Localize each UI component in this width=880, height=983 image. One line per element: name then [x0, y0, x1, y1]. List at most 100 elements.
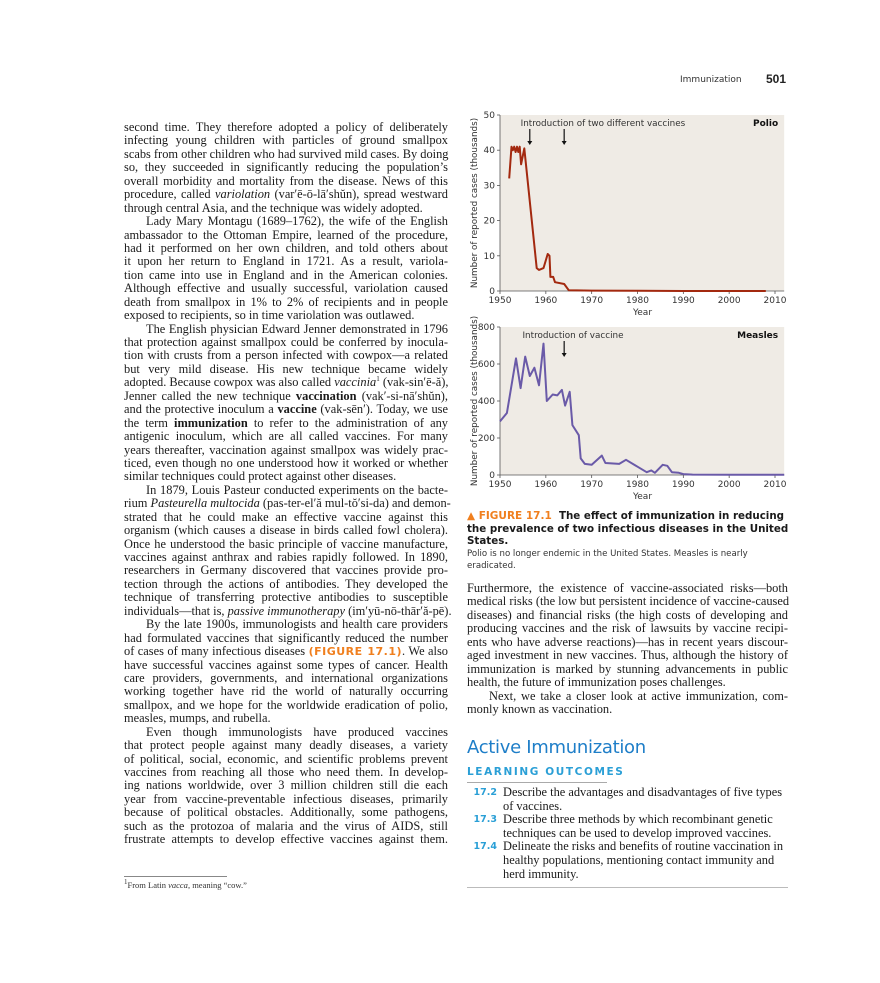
text-segment: immunization [174, 415, 248, 430]
x-tick-label: 1970 [580, 296, 603, 306]
text-line: monly known as vaccination. [467, 701, 613, 716]
text-line: death from smallpox in 1% to 2% of recip… [124, 294, 448, 309]
y-tick-label: 50 [484, 111, 496, 121]
text-line: By the late 1900s, immunologists and hea… [146, 617, 448, 632]
text-line: through central Asia, and the technique … [124, 200, 423, 215]
text-line: rium Pasteurella multocida (pas-ter-el′ă… [124, 496, 451, 511]
text-line: have successful vaccines against some ty… [124, 657, 448, 672]
text-line: frustrate attempts to develop effective … [124, 832, 448, 847]
arrowhead-icon [561, 353, 567, 357]
arrowhead-icon [527, 141, 533, 145]
text-line: because of political obstacles. Addition… [124, 805, 448, 820]
figure-caption: ▲ FIGURE 17.1 The effect of immunization… [467, 510, 792, 572]
text-line: ing nations worldwide, over 3 million ch… [124, 778, 448, 793]
footnote-italic: vacca [168, 880, 188, 890]
text-segment: vaccination [295, 388, 357, 403]
polio-series-line [508, 145, 766, 292]
text-line: that protection against smallpox could b… [124, 335, 448, 349]
text-line: years thereafter, vaccination against sm… [124, 442, 448, 457]
text-line: immunization is marked by stunning advan… [467, 661, 788, 676]
text-line: but very mild disease. His new technique… [124, 361, 448, 376]
text-segment: variolation [215, 187, 271, 202]
x-tick-label: 1970 [580, 480, 603, 490]
text-segment: procedure, called [124, 187, 216, 202]
text-line: the term immunization to refer to the ad… [124, 415, 448, 430]
y-tick-label: 40 [484, 146, 496, 156]
text-segment: and the protective inoculum a [124, 402, 278, 417]
y-tick-label: 400 [478, 397, 495, 407]
plot-background [500, 115, 785, 291]
footnote-text-end: , meaning “cow.” [187, 880, 247, 890]
x-tick-label: 1950 [489, 480, 512, 490]
text-line: of cases of many infectious diseases (FI… [124, 644, 448, 659]
text-line: adopted. Because cowpox was also called … [124, 376, 448, 389]
text-line: exposed to recipients, so in time variol… [124, 308, 415, 323]
text-line: Even though immunologists have produced … [146, 724, 448, 739]
text-line: so, they succeeded in significantly redu… [124, 160, 448, 175]
text-line: of political, social, economic, and scie… [124, 751, 448, 766]
figure-label: ▲ FIGURE 17.1 [467, 510, 552, 522]
text-segment: adopted. Because cowpox was also called [124, 375, 335, 390]
figure-caption-subtitle: Polio is no longer endemic in the United… [467, 548, 748, 571]
y-tick-label: 30 [484, 181, 496, 191]
outcome-text: Delineate the risks and benefits of rout… [503, 839, 784, 881]
text-segment: (im′yū-nō-thār′ă-pē). [344, 603, 452, 618]
text-segment: vaccine [277, 402, 317, 417]
x-axis-label: Year [632, 308, 652, 318]
text-line: organism (which causes a disease in bird… [124, 523, 448, 538]
x-tick-label: 1960 [534, 296, 557, 306]
text-line: and the protective inoculum a vaccine (v… [124, 402, 448, 417]
text-line: health, the future of immunization poses… [467, 675, 726, 690]
text-line: vaccines from reaching all those who nee… [124, 765, 448, 779]
text-segment: Pasteurella multocida [150, 496, 260, 511]
x-tick-label: 2000 [718, 296, 741, 306]
text-line: ticed, even though no one understood how… [124, 455, 448, 470]
section-heading: Active Immunization [467, 737, 646, 758]
page-number: 501 [766, 72, 787, 86]
text-line: producing vaccines and the risk of lawsu… [467, 621, 788, 636]
x-tick-label: 1990 [672, 296, 695, 306]
y-tick-label: 10 [484, 252, 496, 262]
y-axis-label: Number of reported cases (thousands) [470, 316, 480, 486]
x-tick-label: 2010 [764, 296, 787, 306]
text-segment: (vak′-si-nā′shŭn), [356, 388, 448, 403]
y-tick-label: 200 [478, 434, 495, 444]
text-segment: passive immunotherapy [227, 603, 345, 618]
text-line: antigenic inoculum, which are all called… [124, 429, 448, 444]
text-line: measles, mumps, and rubella. [124, 711, 271, 726]
figure-reference-link[interactable]: (FIGURE 17.1) [308, 645, 403, 659]
text-line: In 1879, Louis Pasteur conducted experim… [146, 482, 448, 497]
text-line: Although effective and usually successfu… [124, 281, 448, 296]
text-segment: (vak-sin′ē-ă), [379, 375, 449, 390]
text-line: care providers, governments, and interna… [124, 670, 448, 685]
right-column-text: Furthermore, the existence of vaccine-as… [467, 581, 789, 716]
text-line: The English physician Edward Jenner demo… [146, 321, 448, 336]
outcome-number: 17.3 [473, 814, 497, 826]
text-line: Lady Mary Montagu (1689–1762), the wife … [146, 214, 448, 229]
text-line: it upon her return to England in 1721. A… [124, 254, 448, 269]
text-line: that protect people against many deadly … [124, 738, 448, 753]
text-segment: (pas-ter-el′ă mul-tŏ′si-da) and demon- [259, 496, 451, 511]
text-line: had it performed on her own children, an… [124, 240, 448, 255]
text-line: Furthermore, the existence of vaccine-as… [467, 581, 788, 595]
learning-outcome: 17.4 Delineate the risks and benefits of … [467, 840, 788, 881]
text-line: strated that he could make an effective … [124, 509, 448, 524]
figure-caption-title: ▲ FIGURE 17.1 The effect of immunization… [467, 510, 792, 548]
footnote-divider [124, 876, 227, 877]
learning-outcomes-list: 17.2 Describe the advantages and disadvan… [467, 785, 788, 881]
outcome-number: 17.2 [473, 787, 497, 798]
text-line: infecting young children with particles … [124, 133, 448, 148]
text-line: working together have rid the world of n… [124, 684, 448, 699]
y-tick-label: 800 [478, 323, 495, 333]
text-segment: (vak-sēn′). Today, we use [316, 402, 448, 417]
text-line: second time. They therefore adopted a po… [124, 120, 448, 134]
x-tick-label: 1980 [626, 480, 649, 490]
running-header-section: Immunization [680, 75, 742, 85]
outcome-text: Describe the advantages and disadvantage… [503, 785, 783, 813]
outcome-text: Describe three methods by which recombin… [503, 812, 773, 840]
text-line: tection through the actions of antibodie… [124, 576, 448, 591]
y-tick-label: 0 [489, 471, 495, 481]
divider [467, 782, 607, 783]
text-segment: to refer to the administration of any [247, 415, 448, 430]
